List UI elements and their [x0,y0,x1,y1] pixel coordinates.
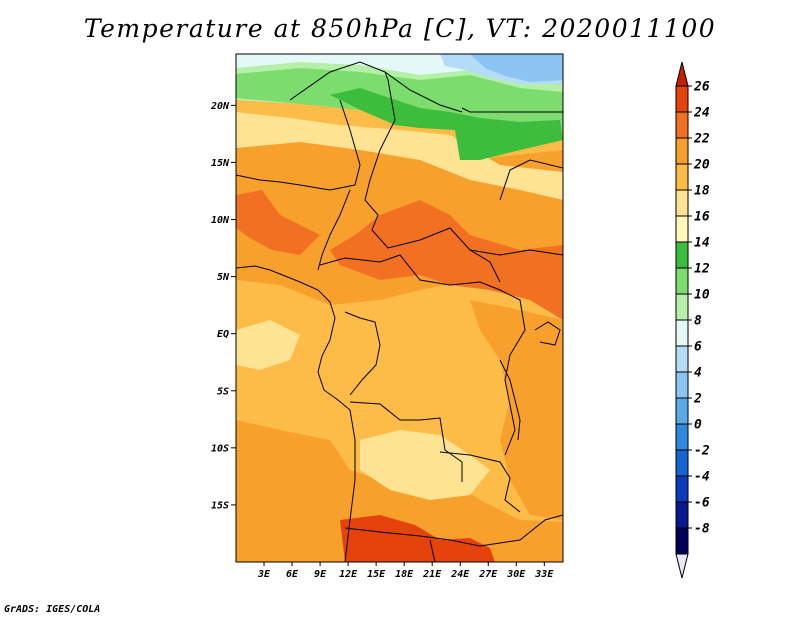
colorbar-bottom-arrow [676,554,688,578]
colorbar-label: 26 [693,80,710,95]
longitude-axis: 3E 6E 9E 12E 15E 18E 21E 24E 27E 30E 33E [257,562,554,580]
colorbar-bin [676,450,688,476]
lon-label: 3E [257,569,271,580]
colorbar-bin [676,138,688,164]
colorbar-bin [676,528,688,554]
lat-label: 5N [217,272,230,283]
colorbar-bin [676,372,688,398]
colorbar-bin [676,294,688,320]
lat-label: 15N [211,158,230,169]
colorbar-bin [676,242,688,268]
temperature-field [236,54,563,562]
colorbar-bin [676,268,688,294]
colorbar-label: -2 [694,444,710,459]
colorbar-label: 8 [694,314,702,329]
colorbar-label: -4 [694,470,710,485]
grads-credit: GrADS: IGES/COLA [4,604,100,615]
colorbar-label: -6 [694,496,710,511]
colorbar-label: -8 [694,522,710,537]
colorbar-label: 10 [694,288,710,303]
colorbar-label: 24 [693,106,710,121]
lon-label: 30E [506,569,526,580]
colorbar-bin [676,502,688,528]
lon-label: 9E [314,569,327,580]
lat-label: 10S [211,443,229,454]
colorbar-label: 4 [694,366,702,381]
colorbar-bin [676,164,688,190]
colorbar-label: 14 [694,236,710,251]
colorbar-bin [676,424,688,450]
lat-label: EQ [217,329,229,340]
lon-label: 24E [450,569,470,580]
colorbar-label: 2 [693,392,702,407]
lon-label: 33E [534,569,554,580]
colorbar-bin [676,112,688,138]
colorbar-bin [676,216,688,242]
colorbar-bin [676,320,688,346]
colorbar-label: 22 [693,132,710,147]
colorbar-bin [676,190,688,216]
lon-label: 15E [367,569,386,580]
colorbar-bin [676,476,688,502]
colorbar-label: 18 [694,184,710,199]
colorbar-bin [676,86,688,112]
map-figure: 20N 15N 10N 5N EQ 5S 10S 15S 3E 6E 9E 12E 15E 18E 21E… [0,0,800,618]
lat-label: 20N [210,101,230,112]
lon-label: 6E [286,569,299,580]
colorbar-top-arrow [676,62,688,86]
lat-label: 15S [211,500,229,511]
latitude-axis: 20N 15N 10N 5N EQ 5S 10S 15S [210,101,236,512]
lat-label: 5S [217,386,229,397]
lon-label: 18E [395,569,414,580]
lon-label: 27E [478,569,498,580]
lon-label: 12E [339,569,358,580]
colorbar-label: 0 [694,418,702,433]
lat-label: 10N [211,215,230,226]
colorbar-label: 12 [694,262,710,277]
colorbar-label: 16 [694,210,710,225]
colorbar-label: 6 [694,340,702,355]
colorbar-bin [676,398,688,424]
lon-label: 21E [422,569,442,580]
colorbar-label: 20 [693,158,710,173]
colorbar-bin [676,346,688,372]
